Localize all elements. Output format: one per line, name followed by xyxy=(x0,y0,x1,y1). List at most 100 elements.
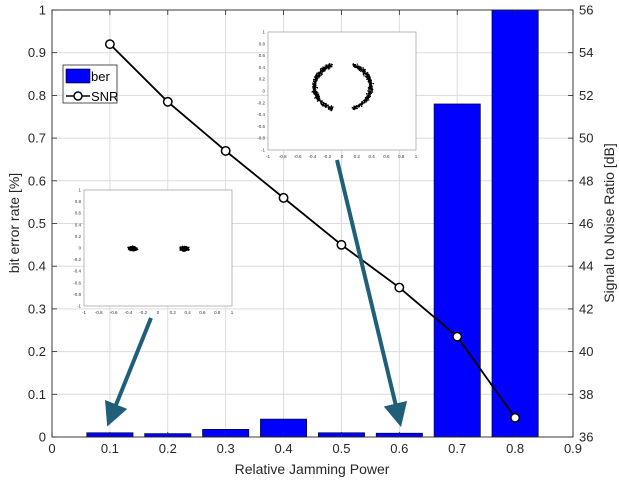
inset-y-tick-label: -0.4 xyxy=(73,269,81,274)
inset-point xyxy=(132,250,135,252)
inset-point xyxy=(365,73,367,75)
inset-point xyxy=(315,74,317,76)
x-tick-label: 0.4 xyxy=(275,441,293,456)
inset-point xyxy=(361,68,363,70)
inset-point xyxy=(368,81,370,83)
inset-point xyxy=(364,68,366,70)
inset-point xyxy=(312,90,314,93)
inset-point xyxy=(312,87,314,89)
inset-point xyxy=(370,80,372,82)
inset-point xyxy=(371,82,373,85)
inset-point xyxy=(322,69,325,71)
inset-point xyxy=(366,95,368,97)
inset-point xyxy=(370,91,372,93)
y-left-tick-label: 0.1 xyxy=(28,387,46,402)
inset-point xyxy=(368,88,370,90)
inset-point xyxy=(370,89,372,91)
inset-point xyxy=(135,248,137,250)
inset-point xyxy=(360,102,362,105)
inset-point xyxy=(354,65,356,67)
inset-point xyxy=(317,74,319,76)
inset-point xyxy=(329,66,331,68)
inset-point xyxy=(364,71,366,73)
inset-point xyxy=(314,89,316,91)
inset-point xyxy=(313,88,315,91)
inset-point xyxy=(137,248,139,251)
inset-point xyxy=(323,67,325,69)
inset-point xyxy=(181,245,184,247)
inset-point xyxy=(367,98,369,100)
inset-point xyxy=(330,108,332,110)
inset-point xyxy=(354,64,357,66)
x-tick-label: 0.8 xyxy=(506,441,524,456)
inset-point xyxy=(324,67,326,69)
y-right-tick-label: 56 xyxy=(579,3,593,18)
inset-point xyxy=(361,103,363,105)
inset-point xyxy=(329,106,332,108)
inset-point xyxy=(180,246,182,248)
inset-point xyxy=(129,248,131,250)
inset-point xyxy=(132,249,135,251)
inset-point xyxy=(357,104,360,106)
inset-point xyxy=(367,80,370,82)
inset-point xyxy=(315,93,317,96)
x-tick-label: 0.3 xyxy=(217,441,235,456)
inset-point xyxy=(316,94,318,96)
inset-point xyxy=(352,65,355,67)
inset-x-tick-label: 0.8 xyxy=(398,154,405,159)
inset-point xyxy=(326,67,328,69)
inset-point xyxy=(369,85,371,88)
inset-point xyxy=(325,65,328,67)
inset-point xyxy=(313,89,315,92)
y-right-tick-label: 54 xyxy=(579,45,593,60)
inset-cluster xyxy=(179,245,190,252)
inset-point xyxy=(134,249,136,251)
inset-point xyxy=(357,67,360,69)
inset-point xyxy=(318,76,321,78)
inset-point xyxy=(368,99,370,101)
inset-x-tick-label: -0.6 xyxy=(294,154,302,159)
inset-point xyxy=(365,75,367,77)
inset-point xyxy=(321,73,323,75)
inset-point xyxy=(312,85,314,88)
inset-point xyxy=(362,70,364,72)
inset-point xyxy=(328,107,330,109)
inset-point xyxy=(327,64,329,66)
inset-point xyxy=(316,79,318,81)
inset-y-tick-label: 0.8 xyxy=(75,199,82,204)
inset-point xyxy=(359,103,362,105)
inset-point xyxy=(133,248,135,250)
inset-point xyxy=(368,93,370,95)
inset-point xyxy=(180,249,182,251)
inset-point xyxy=(186,248,188,250)
inset-point xyxy=(187,246,189,249)
inset-point xyxy=(368,90,370,92)
inset-point xyxy=(359,67,361,69)
inset-x-tick-label: 1 xyxy=(415,154,418,159)
ber-bar xyxy=(433,103,481,438)
inset-point xyxy=(368,95,370,97)
inset-y-tick-label: 0.6 xyxy=(75,211,82,216)
inset-point xyxy=(131,250,133,252)
inset-point xyxy=(362,67,364,69)
inset-point xyxy=(363,102,366,104)
inset-point xyxy=(315,73,318,75)
inset-point xyxy=(184,247,186,249)
inset-point xyxy=(317,72,320,74)
inset-point xyxy=(330,63,332,65)
inset-point xyxy=(369,86,371,88)
inset-point xyxy=(327,68,330,70)
inset-point xyxy=(129,246,131,248)
inset-point xyxy=(369,93,371,96)
inset-point xyxy=(328,105,330,107)
inset-point xyxy=(313,82,315,85)
snr-line xyxy=(109,43,516,419)
inset-point xyxy=(316,100,319,102)
inset-point xyxy=(183,247,185,249)
inset-point xyxy=(314,95,317,97)
inset-point xyxy=(330,105,333,107)
inset-point xyxy=(356,105,359,108)
inset-point xyxy=(318,71,320,73)
inset-point xyxy=(366,77,369,79)
inset-point xyxy=(320,100,322,103)
